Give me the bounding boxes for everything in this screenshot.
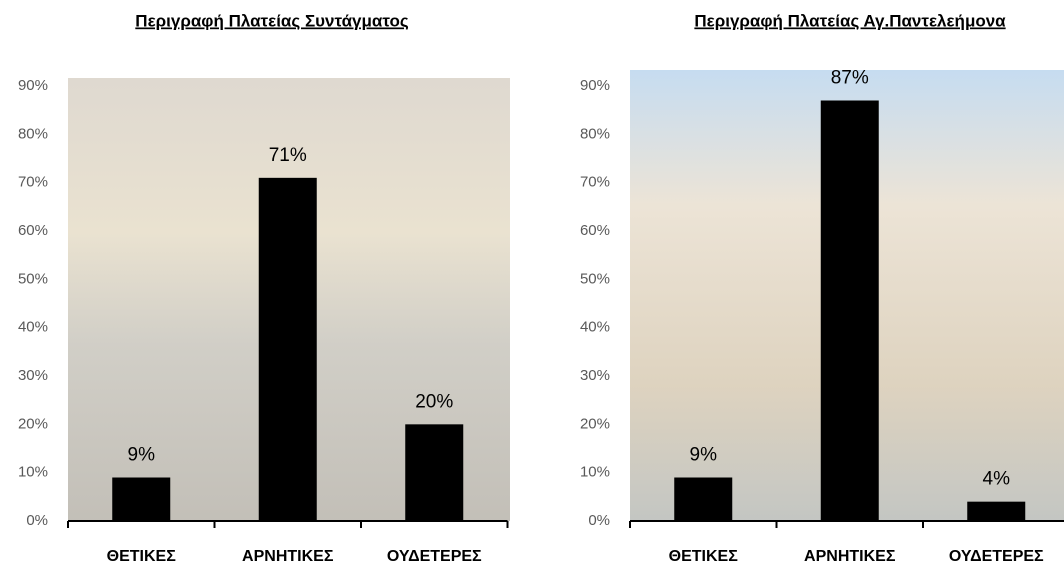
y-tick-label: 30% xyxy=(580,367,610,384)
y-tick-label: 10% xyxy=(18,464,48,481)
bar xyxy=(967,501,1026,521)
bar xyxy=(258,177,317,522)
y-tick-label: 90% xyxy=(580,77,610,94)
y-tick-label: 50% xyxy=(580,270,610,287)
x-tick-label: ΘΕΤΙΚΕΣ xyxy=(107,548,177,565)
y-tick-label: 40% xyxy=(580,319,610,336)
y-tick-label: 20% xyxy=(18,415,48,432)
value-label: 9% xyxy=(128,445,156,466)
bar xyxy=(674,477,733,521)
x-tick-label: ΑΡΝΗΤΙΚΕΣ xyxy=(804,548,896,565)
value-label: 71% xyxy=(269,145,307,166)
y-tick-label: 70% xyxy=(18,174,48,191)
bar xyxy=(820,100,879,521)
y-tick-label: 20% xyxy=(580,415,610,432)
x-tick-label: ΘΕΤΙΚΕΣ xyxy=(669,548,739,565)
y-tick-label: 0% xyxy=(588,512,610,529)
y-tick-label: 60% xyxy=(18,222,48,239)
x-tick-label: ΟΥΔΕΤΕΡΕΣ xyxy=(949,548,1044,565)
y-tick-label: 80% xyxy=(18,125,48,142)
bar xyxy=(405,424,464,521)
bar xyxy=(112,477,171,521)
x-tick-label: ΟΥΔΕΤΕΡΕΣ xyxy=(387,548,482,565)
y-tick-label: 50% xyxy=(18,270,48,287)
chart-title: Περιγραφή Πλατείας Αγ.Παντελεήμονα xyxy=(694,11,1006,30)
y-tick-label: 90% xyxy=(18,77,48,94)
y-tick-label: 30% xyxy=(18,367,48,384)
y-tick-label: 10% xyxy=(580,464,610,481)
y-tick-label: 40% xyxy=(18,319,48,336)
value-label: 87% xyxy=(831,68,869,89)
value-label: 20% xyxy=(415,391,453,412)
value-label: 4% xyxy=(983,469,1011,490)
y-tick-label: 60% xyxy=(580,222,610,239)
y-tick-label: 70% xyxy=(580,174,610,191)
chart-title: Περιγραφή Πλατείας Συντάγματος xyxy=(135,11,409,30)
y-tick-label: 80% xyxy=(580,125,610,142)
x-tick-label: ΑΡΝΗΤΙΚΕΣ xyxy=(242,548,334,565)
value-label: 9% xyxy=(690,445,718,466)
y-tick-label: 0% xyxy=(26,512,48,529)
